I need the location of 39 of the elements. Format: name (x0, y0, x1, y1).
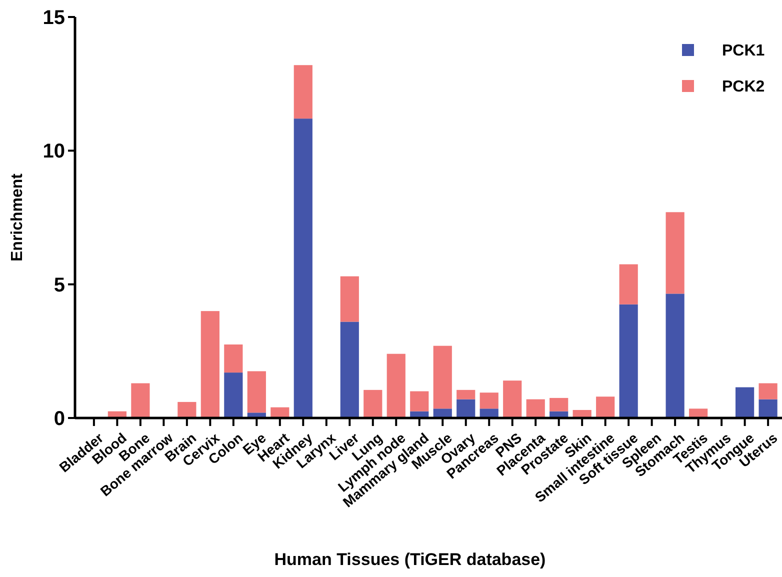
bar (410, 391, 429, 412)
bar (294, 118, 312, 418)
bar (666, 212, 684, 294)
bar (480, 392, 498, 409)
bar (736, 387, 754, 418)
bar (433, 408, 452, 418)
bar (689, 408, 708, 418)
bar (224, 372, 243, 418)
bar (200, 311, 220, 418)
y-tick-label: 0 (54, 408, 65, 430)
bar (758, 399, 778, 418)
bar (224, 344, 243, 373)
bar (364, 390, 382, 418)
bar (433, 346, 452, 409)
bar (526, 399, 545, 418)
y-tick-label: 15 (42, 7, 65, 29)
bar (666, 294, 684, 418)
y-axis-title: Enrichment (9, 172, 26, 262)
legend-label: PCK2 (722, 78, 765, 96)
bar (456, 399, 476, 418)
x-axis-title: Human Tissues (TiGER database) (274, 550, 546, 569)
y-tick-label: 10 (42, 140, 65, 163)
bar (456, 390, 476, 400)
bar (619, 304, 638, 418)
bar (131, 383, 150, 418)
bar (619, 264, 638, 304)
bar (480, 408, 498, 418)
bar (550, 398, 568, 412)
bar (758, 383, 778, 400)
y-tick-label: 5 (54, 274, 65, 296)
bar (596, 396, 615, 418)
bar (340, 322, 359, 418)
bar (178, 402, 196, 418)
bar (247, 371, 266, 413)
bar (340, 276, 359, 322)
bar (294, 65, 312, 119)
bar (503, 380, 522, 418)
bar (386, 354, 406, 418)
legend-label: PCK1 (722, 42, 765, 60)
